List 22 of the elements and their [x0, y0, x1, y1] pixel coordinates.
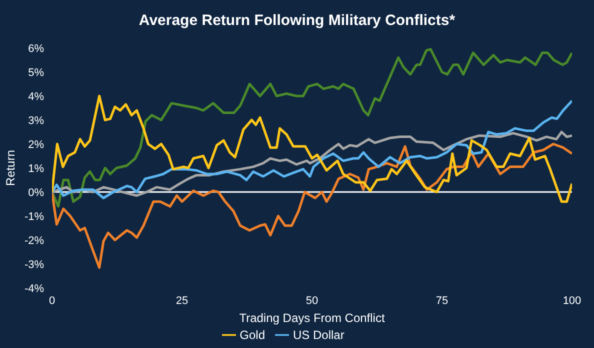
- x-axis-title: Trading Days From Conflict: [239, 311, 386, 325]
- x-tick-label: 25: [176, 294, 188, 307]
- y-tick-label: -2%: [24, 234, 44, 247]
- x-tick-label: 0: [48, 294, 56, 307]
- x-tick-label: 75: [436, 294, 448, 307]
- y-tick-label: -3%: [24, 258, 44, 271]
- y-tick-label: 5%: [28, 66, 44, 79]
- line-series: [52, 48, 572, 208]
- y-tick-label: -1%: [24, 210, 44, 223]
- x-tick-label: 100: [562, 294, 582, 307]
- y-axis-title: Return: [3, 150, 18, 186]
- legend-label: US Dollar: [293, 328, 344, 342]
- chart-title: Average Return Following Military Conflicts*: [138, 11, 456, 31]
- x-tick-label: 50: [306, 294, 318, 307]
- y-tick-label: 0%: [28, 186, 44, 199]
- y-tick-label: -4%: [24, 282, 44, 295]
- y-tick-label: 4%: [28, 90, 44, 103]
- y-tick-label: 2%: [28, 138, 44, 151]
- y-tick-label: 1%: [28, 162, 44, 175]
- y-tick-label: 6%: [28, 42, 44, 55]
- legend-label: Gold: [240, 328, 265, 342]
- y-tick-label: 3%: [28, 114, 44, 127]
